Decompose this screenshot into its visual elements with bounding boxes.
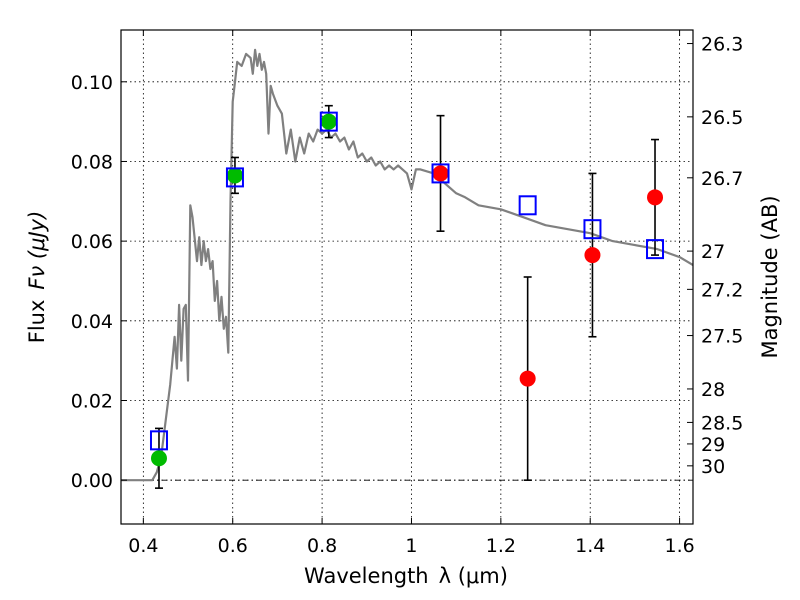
x-tick-label: 0.8 (307, 535, 337, 557)
data-markers (149, 104, 665, 489)
mag-tick-label: 29 (701, 434, 725, 456)
y-tick-label: 0.10 (71, 72, 113, 94)
mag-tick-label: 26.7 (701, 168, 743, 190)
y-tick-label: 0.06 (71, 231, 113, 253)
mag-tick-label: 30 (701, 456, 725, 478)
model-photometry-box (319, 111, 338, 132)
x-tick-label: 1 (405, 535, 417, 557)
x-axis-label-unit: λ (μm) (439, 564, 508, 588)
plot-area (121, 48, 693, 482)
y-axis-label-text: Flux (25, 300, 49, 344)
y2-axis-label: Magnitude (AB) (758, 195, 782, 358)
y-tick-label: 0.00 (71, 470, 113, 492)
axis-ticks: 0.4 0.6 0.8 1 1.2 1.4 1.6 0.00 0.02 0.04 0.06 0.08 0… (71, 30, 743, 557)
y-tick-label: 0.04 (71, 311, 113, 333)
y-axis-label-unit: Fν (μJy) (25, 211, 49, 290)
model-photometry-box (583, 219, 602, 240)
mag-tick-label: 28.5 (701, 412, 743, 434)
y-tick-label: 0.08 (71, 151, 113, 173)
model-photometry-box (431, 163, 450, 184)
mag-tick-label: 27.2 (701, 279, 743, 301)
x-tick-label: 0.6 (218, 535, 248, 557)
green-data-point (226, 167, 243, 184)
red-data-point (647, 189, 664, 206)
mag-tick-label: 26.5 (701, 107, 743, 129)
grid-lines (121, 30, 693, 524)
green-data-point (150, 450, 167, 467)
y-axis-label: Flux Fν (μJy) (25, 211, 49, 344)
x-axis-label: Wavelength λ (μm) (304, 564, 508, 588)
x-tick-label: 1.2 (486, 535, 516, 557)
mag-tick-label: 26.3 (701, 34, 743, 56)
green-data-point (320, 113, 337, 130)
model-photometry-box (149, 430, 168, 451)
x-tick-label: 0.4 (128, 535, 158, 557)
x-tick-label: 1.4 (575, 535, 605, 557)
y-tick-label: 0.02 (71, 391, 113, 413)
model-photometry-box (225, 167, 244, 188)
model-photometry-box (646, 239, 665, 260)
mag-tick-label: 27 (701, 241, 725, 263)
mag-tick-label: 28 (701, 379, 725, 401)
red-data-point (432, 165, 449, 182)
mag-tick-label: 27.5 (701, 326, 743, 348)
red-data-point (519, 370, 536, 387)
model-photometry-box (518, 195, 537, 216)
model-sed-line (121, 48, 693, 482)
x-tick-label: 1.6 (664, 535, 694, 557)
plot-frame (120, 29, 694, 525)
red-data-point (584, 247, 601, 264)
x-axis-label-text: Wavelength (304, 564, 429, 588)
